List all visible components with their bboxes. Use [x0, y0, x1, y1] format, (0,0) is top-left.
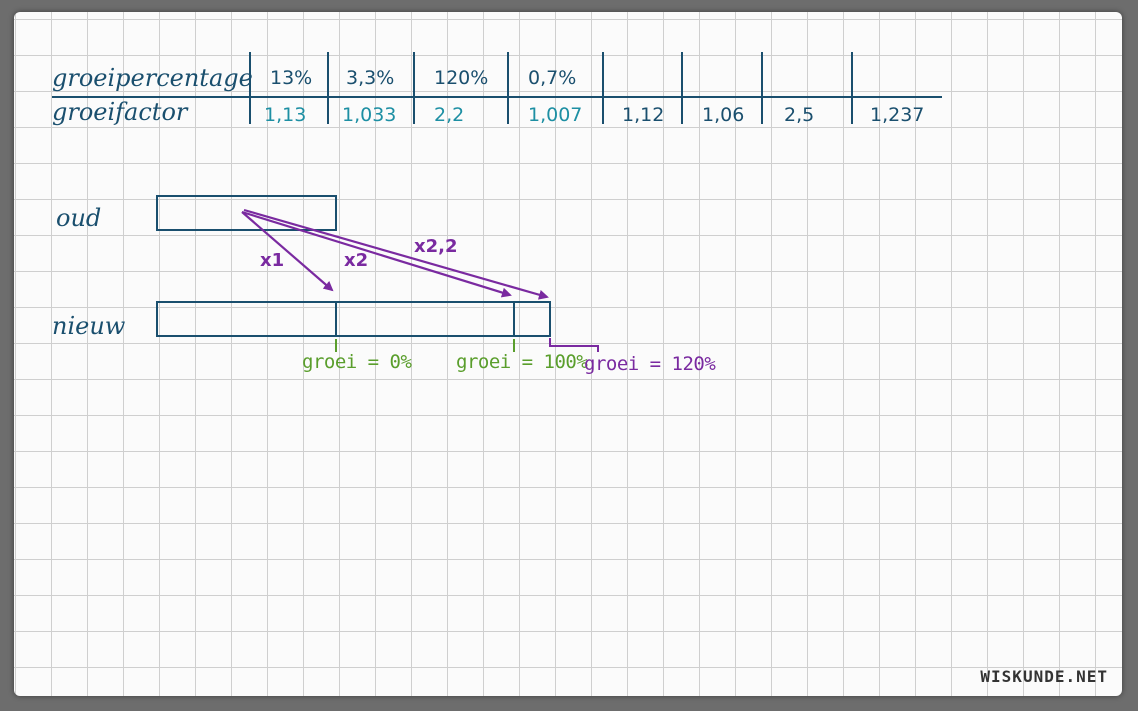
cell-percentage: 120%: [434, 67, 489, 89]
arrow-label-x2-2: x2,2: [414, 236, 458, 257]
arrow-x1: [241, 211, 334, 292]
cell-factor: 1,237: [870, 104, 925, 126]
label-new: nieuw: [52, 312, 126, 340]
row-label-percentage: groeipercentage: [52, 64, 253, 92]
cell-factor: 1,12: [622, 104, 665, 126]
site-watermark: WISKUNDE.NET: [980, 667, 1108, 686]
cell-factor: 1,13: [264, 104, 307, 126]
bracket-120: [549, 338, 599, 352]
arrow-label-x2: x2: [344, 250, 369, 271]
row-label-factor: groeifactor: [52, 98, 188, 126]
cell-factor: 2,5: [784, 104, 815, 126]
growth-label-120: groei = 120%: [584, 353, 716, 375]
arrow-x2: [241, 210, 512, 298]
cell-factor: 1,033: [342, 104, 397, 126]
cell-factor: 2,2: [434, 104, 465, 126]
whiteboard: groeipercentage groeifactor 13% 3,3% 120…: [14, 12, 1122, 696]
cell-factor: 1,007: [528, 104, 583, 126]
cell-percentage: 13%: [270, 67, 313, 89]
cell-percentage: 3,3%: [346, 67, 395, 89]
label-old: oud: [56, 204, 102, 232]
old-bar: [156, 195, 337, 231]
cell-factor: 1,06: [702, 104, 745, 126]
drawing-layer: [52, 52, 942, 352]
growth-label-0: groei = 0%: [302, 351, 412, 373]
arrow-x2-2: [243, 208, 549, 300]
growth-label-100: groei = 100%: [456, 351, 588, 373]
arrow-label-x1: x1: [260, 250, 285, 271]
cell-percentage: 0,7%: [528, 67, 577, 89]
new-bar: [156, 301, 551, 337]
